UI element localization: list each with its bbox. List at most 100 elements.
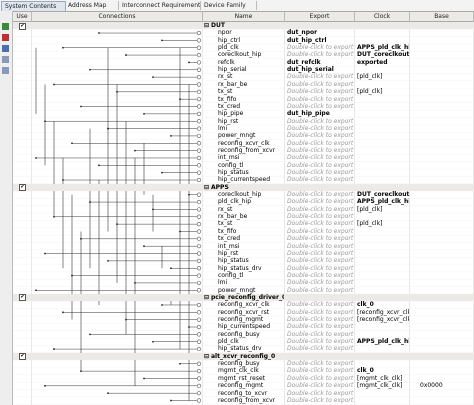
export-cell[interactable]: dut_refclk xyxy=(287,58,321,66)
export-cell[interactable]: Double-click to export xyxy=(287,235,354,243)
move-up-button[interactable] xyxy=(2,56,9,63)
clock-cell[interactable]: [pld_clk] xyxy=(357,88,383,96)
export-cell[interactable]: Double-click to export xyxy=(287,264,354,272)
export-cell[interactable]: dut_hip_serial xyxy=(287,66,334,74)
export-cell[interactable]: Double-click to export xyxy=(287,146,354,154)
remove-button[interactable] xyxy=(2,34,9,41)
export-cell[interactable]: Double-click to export xyxy=(287,301,354,309)
use-checkbox[interactable]: ✔ xyxy=(19,294,26,302)
export-cell[interactable]: Double-click to export xyxy=(287,249,354,257)
export-cell[interactable]: Double-click to export xyxy=(287,308,354,316)
export-cell[interactable]: Double-click to export xyxy=(287,102,354,110)
expand-icon[interactable]: ⊟ xyxy=(204,22,210,29)
export-cell[interactable]: Double-click to export xyxy=(287,389,354,397)
export-cell[interactable]: Double-click to export xyxy=(287,257,354,265)
export-cell[interactable]: Double-click to export xyxy=(287,154,354,162)
expand-icon[interactable]: ⊟ xyxy=(204,293,210,301)
clock-cell[interactable]: clk_0 xyxy=(357,301,374,309)
export-cell[interactable]: Double-click to export xyxy=(287,80,354,88)
export-cell[interactable]: Double-click to export xyxy=(287,95,354,103)
export-cell[interactable]: Double-click to export xyxy=(287,338,354,346)
use-checkbox[interactable]: ✔ xyxy=(19,22,26,30)
connection-point xyxy=(196,155,202,161)
export-cell[interactable]: Double-click to export xyxy=(287,198,354,206)
edit-button[interactable] xyxy=(2,45,9,52)
clock-cell[interactable]: [reconfig_xcvr_clk] xyxy=(357,316,409,323)
export-cell[interactable]: Double-click to export xyxy=(287,51,354,59)
expand-icon[interactable]: ⊟ xyxy=(204,352,210,360)
export-cell[interactable]: Double-click to export xyxy=(287,330,354,338)
clock-cell[interactable]: APPS_pld_clk_hip xyxy=(357,338,409,346)
export-cell[interactable]: Double-click to export xyxy=(287,124,354,132)
clock-cell[interactable]: [pld_clk] xyxy=(357,73,383,81)
tab[interactable]: Address Map xyxy=(65,1,119,10)
connection-dot xyxy=(179,230,181,233)
connection-point xyxy=(196,97,202,102)
export-cell[interactable]: Double-click to export xyxy=(287,176,354,184)
column-header[interactable]: Name xyxy=(203,12,285,22)
export-cell[interactable]: dut_hip_ctrl xyxy=(287,36,327,44)
move-down-button[interactable] xyxy=(2,67,9,74)
export-cell[interactable]: Double-click to export xyxy=(287,220,354,228)
export-cell[interactable]: Double-click to export xyxy=(287,316,354,323)
export-cell[interactable]: Double-click to export xyxy=(287,191,354,199)
component-row[interactable] xyxy=(13,293,474,302)
export-cell[interactable]: dut_hip_pipe xyxy=(287,110,330,118)
export-cell[interactable]: Double-click to export xyxy=(287,88,354,96)
export-cell[interactable]: Double-click to export xyxy=(287,323,354,331)
export-cell[interactable]: Double-click to export xyxy=(287,227,354,235)
tab[interactable]: Interconnect Requirements xyxy=(119,1,201,10)
column-header[interactable]: Connections xyxy=(32,12,203,22)
clock-cell[interactable]: [pld_clk] xyxy=(357,205,383,213)
export-cell[interactable]: Double-click to export xyxy=(287,73,354,81)
clock-cell[interactable]: [mgmt_clk_clk] xyxy=(357,374,403,382)
export-cell[interactable]: Double-click to export xyxy=(287,117,354,125)
clock-cell[interactable]: clk_0 xyxy=(357,367,374,375)
export-cell[interactable]: dut_npor xyxy=(287,29,318,37)
use-checkbox[interactable]: ✔ xyxy=(19,353,26,361)
expand-icon[interactable]: ⊟ xyxy=(204,183,210,191)
export-cell[interactable]: Double-click to export xyxy=(287,360,354,368)
clock-cell[interactable]: DUT_coreclkout_... xyxy=(357,51,409,59)
tab[interactable]: System Contents xyxy=(1,1,66,11)
component-row[interactable] xyxy=(13,183,474,192)
export-cell[interactable]: Double-click to export xyxy=(287,161,354,169)
export-cell[interactable]: Double-click to export xyxy=(287,286,354,294)
base-cell[interactable]: 0x0000 xyxy=(420,382,443,390)
clock-cell[interactable]: DUT_coreclkout... xyxy=(357,191,409,199)
clock-cell[interactable]: exported xyxy=(357,58,388,66)
export-cell[interactable]: Double-click to export xyxy=(287,205,354,213)
column-header[interactable]: Clock xyxy=(355,12,410,22)
use-checkbox[interactable]: ✔ xyxy=(19,184,26,192)
export-cell[interactable]: Double-click to export xyxy=(287,132,354,140)
column-header[interactable]: Use xyxy=(13,12,32,22)
clock-cell[interactable]: [pld_clk] xyxy=(357,220,383,228)
export-cell[interactable]: Double-click to export xyxy=(287,213,354,221)
export-cell[interactable]: Double-click to export xyxy=(287,271,354,279)
export-cell[interactable]: Double-click to export xyxy=(287,139,354,147)
connection-dot xyxy=(143,112,145,115)
export-cell[interactable]: Double-click to export xyxy=(287,345,354,353)
export-cell[interactable]: Double-click to export xyxy=(287,367,354,375)
export-cell[interactable]: Double-click to export xyxy=(287,374,354,382)
export-cell[interactable]: Double-click to export xyxy=(287,242,354,250)
connection-point xyxy=(196,236,202,241)
component-row[interactable] xyxy=(13,352,474,361)
clock-cell[interactable]: [reconfig_xcvr_clk] xyxy=(357,308,409,316)
add-button[interactable] xyxy=(2,23,9,30)
component-row[interactable] xyxy=(13,22,474,30)
column-header[interactable]: Base xyxy=(410,12,474,22)
clock-cell[interactable]: APPS_pld_clk_hip xyxy=(357,44,409,52)
clock-cell[interactable]: APPS_pld_clk_hip xyxy=(357,198,409,206)
connection-dot xyxy=(35,157,37,159)
export-cell[interactable]: Double-click to export xyxy=(287,396,354,404)
tab[interactable]: Device Family xyxy=(201,1,257,10)
column-header[interactable]: Export xyxy=(285,12,355,22)
clock-cell[interactable]: [mgmt_clk_clk] xyxy=(357,382,403,390)
export-cell[interactable]: Double-click to export xyxy=(287,279,354,287)
export-cell[interactable]: Double-click to export xyxy=(287,169,354,176)
export-cell[interactable]: Double-click to export xyxy=(287,44,354,52)
export-cell[interactable]: Double-click to export xyxy=(287,382,354,390)
connection-dot xyxy=(89,201,91,203)
interface-name: reconfig_busy xyxy=(218,360,260,368)
